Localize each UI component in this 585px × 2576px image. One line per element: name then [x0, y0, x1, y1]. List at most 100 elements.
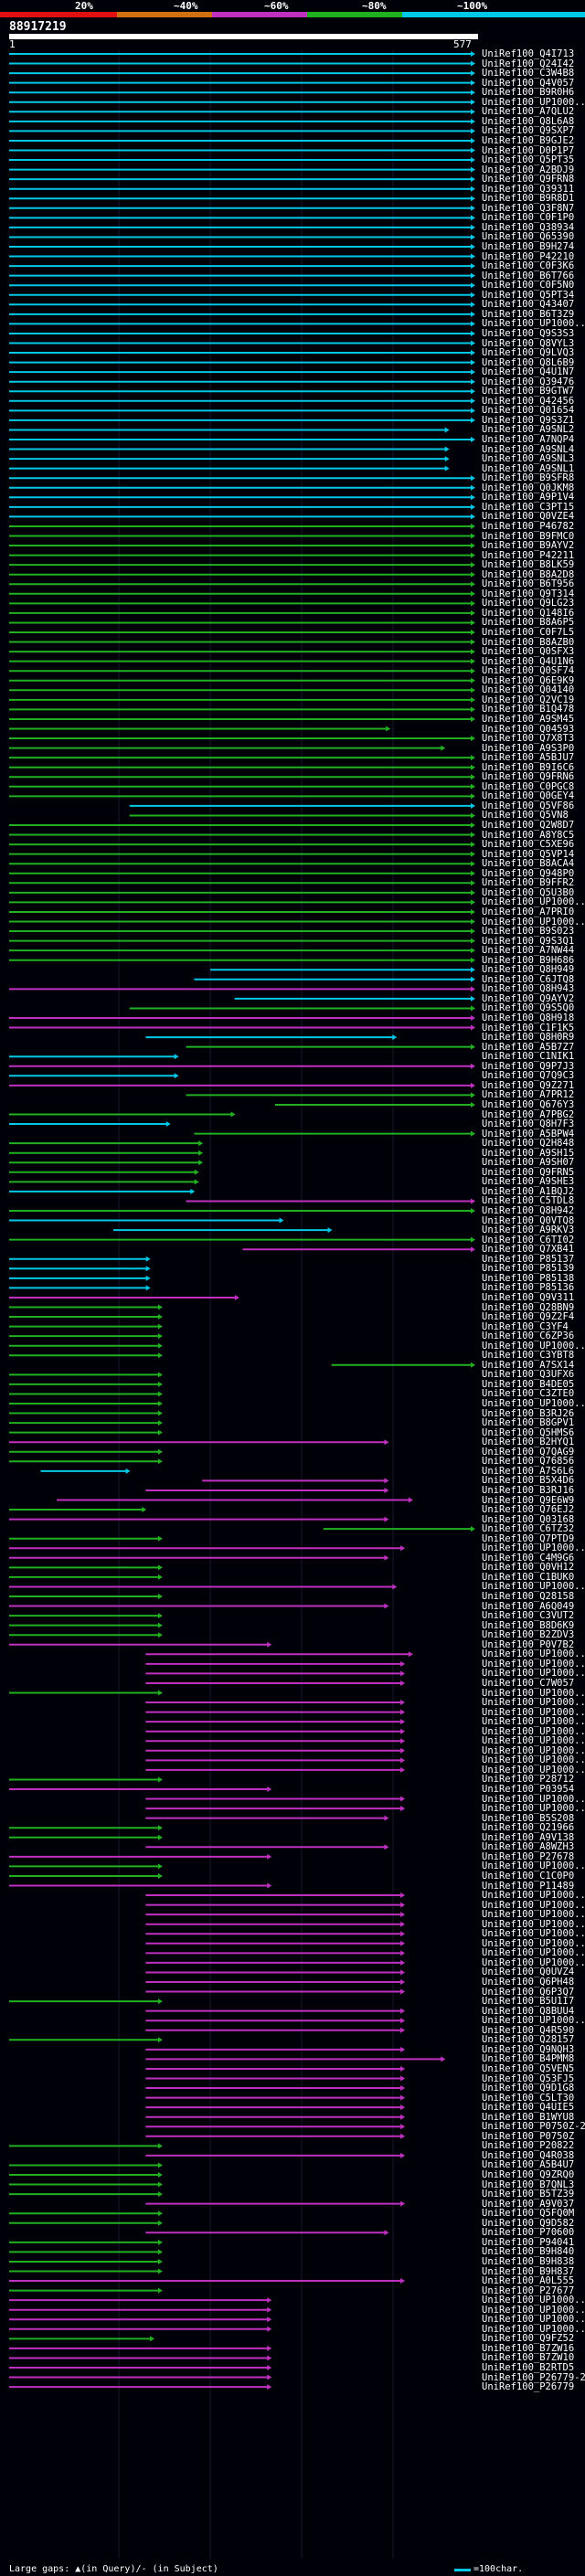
hit-name-link[interactable]: UniRef100_C1F1K5	[482, 1022, 575, 1034]
hit-name-link[interactable]: UniRef100_UP1000...	[482, 1542, 585, 1554]
hit-name-link[interactable]: UniRef100_C3VUT2	[482, 1610, 575, 1622]
hit-name-link[interactable]: UniRef100_A9SNL4	[482, 443, 575, 455]
hit-name-link[interactable]: UniRef100_B8LK59	[482, 559, 575, 571]
hit-name-link[interactable]: UniRef100_B9GJE2	[482, 134, 575, 146]
hit-name-link[interactable]: UniRef100_Q7Q9C3	[482, 1070, 575, 1082]
hit-name-link[interactable]: UniRef100_B3RJ16	[482, 1484, 575, 1496]
hit-name-link[interactable]: UniRef100_Q0VH12	[482, 1562, 575, 1574]
hit-name-link[interactable]: UniRef100_A2BDJ9	[482, 164, 575, 175]
hit-name-link[interactable]: UniRef100_A7NW44	[482, 945, 575, 957]
hit-name-link[interactable]: UniRef100_Q5VN8	[482, 810, 569, 822]
hit-name-link[interactable]: UniRef100_Q9V311	[482, 1291, 575, 1303]
hit-name-link[interactable]: UniRef100_Q9D582	[482, 2217, 575, 2229]
hit-name-link[interactable]: UniRef100_Q65390	[482, 231, 575, 243]
hit-name-link[interactable]: UniRef100_B1Q478	[482, 704, 575, 716]
hit-name-link[interactable]: UniRef100_UP1000...	[482, 1890, 585, 1902]
hit-name-link[interactable]: UniRef100_B6T766	[482, 270, 575, 281]
hit-name-link[interactable]: UniRef100_UP1000...	[482, 2323, 585, 2335]
hit-name-link[interactable]: UniRef100_Q9P7J3	[482, 1060, 575, 1072]
hit-name-link[interactable]: UniRef100_Q76EJ2	[482, 1504, 575, 1516]
hit-name-link[interactable]: UniRef100_Q7X8T3	[482, 733, 575, 745]
hit-name-link[interactable]: UniRef100_Q5PT35	[482, 154, 575, 166]
hit-name-link[interactable]: UniRef100_Q9ZRQ0	[482, 2169, 575, 2180]
hit-name-link[interactable]: UniRef100_A7PRI0	[482, 906, 575, 917]
hit-name-link[interactable]: UniRef100_A5BJU7	[482, 752, 575, 764]
hit-name-link[interactable]: UniRef100_Q3UFX6	[482, 1369, 575, 1381]
hit-name-link[interactable]: UniRef100_UP1000...	[482, 1947, 585, 1959]
hit-name-link[interactable]: UniRef100_Q676Y3	[482, 1098, 575, 1110]
hit-name-link[interactable]: UniRef100_P26779	[482, 2381, 575, 2393]
hit-name-link[interactable]: UniRef100_Q9NQH3	[482, 2043, 575, 2055]
hit-name-link[interactable]: UniRef100_UP1000...	[482, 96, 585, 108]
hit-name-link[interactable]: UniRef100_UP1000...	[482, 1648, 585, 1660]
hit-name-link[interactable]: UniRef100_B9AYV2	[482, 540, 575, 552]
hit-name-link[interactable]: UniRef100_Q24I42	[482, 58, 575, 69]
hit-name-link[interactable]: UniRef100_B8ACA4	[482, 858, 575, 870]
hit-name-link[interactable]: UniRef100_B9FFR2	[482, 877, 575, 889]
hit-name-link[interactable]: UniRef100_A9SM45	[482, 713, 575, 725]
hit-name-link[interactable]: UniRef100_Q04140	[482, 684, 575, 696]
hit-name-link[interactable]: UniRef100_Q9E6W9	[482, 1494, 575, 1506]
hit-name-link[interactable]: UniRef100_P03954	[482, 1784, 575, 1795]
hit-name-link[interactable]: UniRef100_B9R8D1	[482, 193, 575, 205]
hit-name-link[interactable]: UniRef100_B9S023	[482, 926, 575, 938]
hit-name-link[interactable]: UniRef100_UP1000...	[482, 896, 585, 908]
hit-name-link[interactable]: UniRef100_B3RJ26	[482, 1407, 575, 1419]
hit-name-link[interactable]: UniRef100_Q7QAG9	[482, 1446, 575, 1458]
hit-name-link[interactable]: UniRef100_Q6P3Q7	[482, 1986, 575, 1998]
hit-name-link[interactable]: UniRef100_Q4U1N6	[482, 655, 575, 667]
hit-name-link[interactable]: UniRef100_C5XE96	[482, 839, 575, 851]
hit-name-link[interactable]: UniRef100_B7ZW16	[482, 2342, 575, 2354]
hit-name-link[interactable]: UniRef100_Q21966	[482, 1822, 575, 1834]
hit-name-link[interactable]: UniRef100_Q9S3S3	[482, 327, 575, 339]
hit-name-link[interactable]: UniRef100_Q7PTD9	[482, 1532, 575, 1544]
hit-name-link[interactable]: UniRef100_UP1000...	[482, 1754, 585, 1766]
hit-name-link[interactable]: UniRef100_Q5U3B0	[482, 886, 575, 898]
hit-name-link[interactable]: UniRef100_Q8H943	[482, 983, 575, 995]
hit-name-link[interactable]: UniRef100_A8WZH3	[482, 1841, 575, 1853]
hit-name-link[interactable]: UniRef100_C6JTQ8	[482, 973, 575, 985]
hit-name-link[interactable]: UniRef100_UP1000...	[482, 1956, 585, 1968]
hit-name-link[interactable]: UniRef100_A8Y8C5	[482, 829, 575, 841]
hit-name-link[interactable]: UniRef100_P94041	[482, 2236, 575, 2248]
hit-name-link[interactable]: UniRef100_Q76856	[482, 1456, 575, 1468]
hit-name-link[interactable]: UniRef100_P27677	[482, 2284, 575, 2296]
hit-name-link[interactable]: UniRef100_UP1000...	[482, 1697, 585, 1709]
hit-name-link[interactable]: UniRef100_Q9LVQ3	[482, 347, 575, 359]
hit-name-link[interactable]: UniRef100_UP1000...	[482, 1581, 585, 1593]
hit-name-link[interactable]: UniRef100_UP1000...	[482, 1706, 585, 1718]
hit-name-link[interactable]: UniRef100_C0F5N0	[482, 280, 575, 292]
hit-name-link[interactable]: UniRef100_Q0VTQ8	[482, 1214, 575, 1226]
hit-name-link[interactable]: UniRef100_C0PGC8	[482, 780, 575, 792]
hit-name-link[interactable]: UniRef100_Q9FRN5	[482, 1166, 575, 1178]
hit-name-link[interactable]: UniRef100_UP1000...	[482, 1340, 585, 1352]
hit-name-link[interactable]: UniRef100_Q9D1G8	[482, 2083, 575, 2094]
hit-name-link[interactable]: UniRef100_Q4UIE5	[482, 2102, 575, 2114]
hit-name-link[interactable]: UniRef100_Q4I713	[482, 48, 575, 59]
hit-name-link[interactable]: UniRef100_C3YF4	[482, 1320, 569, 1332]
hit-name-link[interactable]: UniRef100_UP1000...	[482, 1909, 585, 1921]
hit-name-link[interactable]: UniRef100_Q5HMS6	[482, 1426, 575, 1438]
hit-name-link[interactable]: UniRef100_A1BQJ2	[482, 1185, 575, 1197]
hit-name-link[interactable]: UniRef100_Q5VP14	[482, 848, 575, 860]
hit-name-link[interactable]: UniRef100_D0P1P7	[482, 144, 575, 156]
hit-name-link[interactable]: UniRef100_UP1000...	[482, 1918, 585, 1930]
hit-name-link[interactable]: UniRef100_P0750Z	[482, 2130, 575, 2142]
hit-name-link[interactable]: UniRef100_C6ZP36	[482, 1330, 575, 1342]
hit-name-link[interactable]: UniRef100_B9H274	[482, 241, 575, 252]
hit-name-link[interactable]: UniRef100_Q5VEN5	[482, 2062, 575, 2074]
hit-name-link[interactable]: UniRef100_Q8L6B9	[482, 356, 575, 368]
hit-name-link[interactable]: UniRef100_UP1000...	[482, 916, 585, 928]
hit-name-link[interactable]: UniRef100_B2RTD5	[482, 2362, 575, 2373]
hit-name-link[interactable]: UniRef100_C0F1P0	[482, 212, 575, 224]
hit-name-link[interactable]: UniRef100_A9RKV3	[482, 1224, 575, 1236]
hit-name-link[interactable]: UniRef100_Q8H942	[482, 1205, 575, 1216]
hit-name-link[interactable]: UniRef100_Q4V057	[482, 77, 575, 89]
hit-name-link[interactable]: UniRef100_A9SH07	[482, 1157, 575, 1169]
hit-name-link[interactable]: UniRef100_B4DE05	[482, 1378, 575, 1390]
hit-name-link[interactable]: UniRef100_Q0GEY4	[482, 790, 575, 802]
hit-name-link[interactable]: UniRef100_B4PMM8	[482, 2053, 575, 2065]
hit-name-link[interactable]: UniRef100_A7SX14	[482, 1359, 575, 1371]
hit-name-link[interactable]: UniRef100_P26779-2	[482, 2371, 585, 2383]
hit-name-link[interactable]: UniRef100_Q5PT34	[482, 289, 575, 301]
